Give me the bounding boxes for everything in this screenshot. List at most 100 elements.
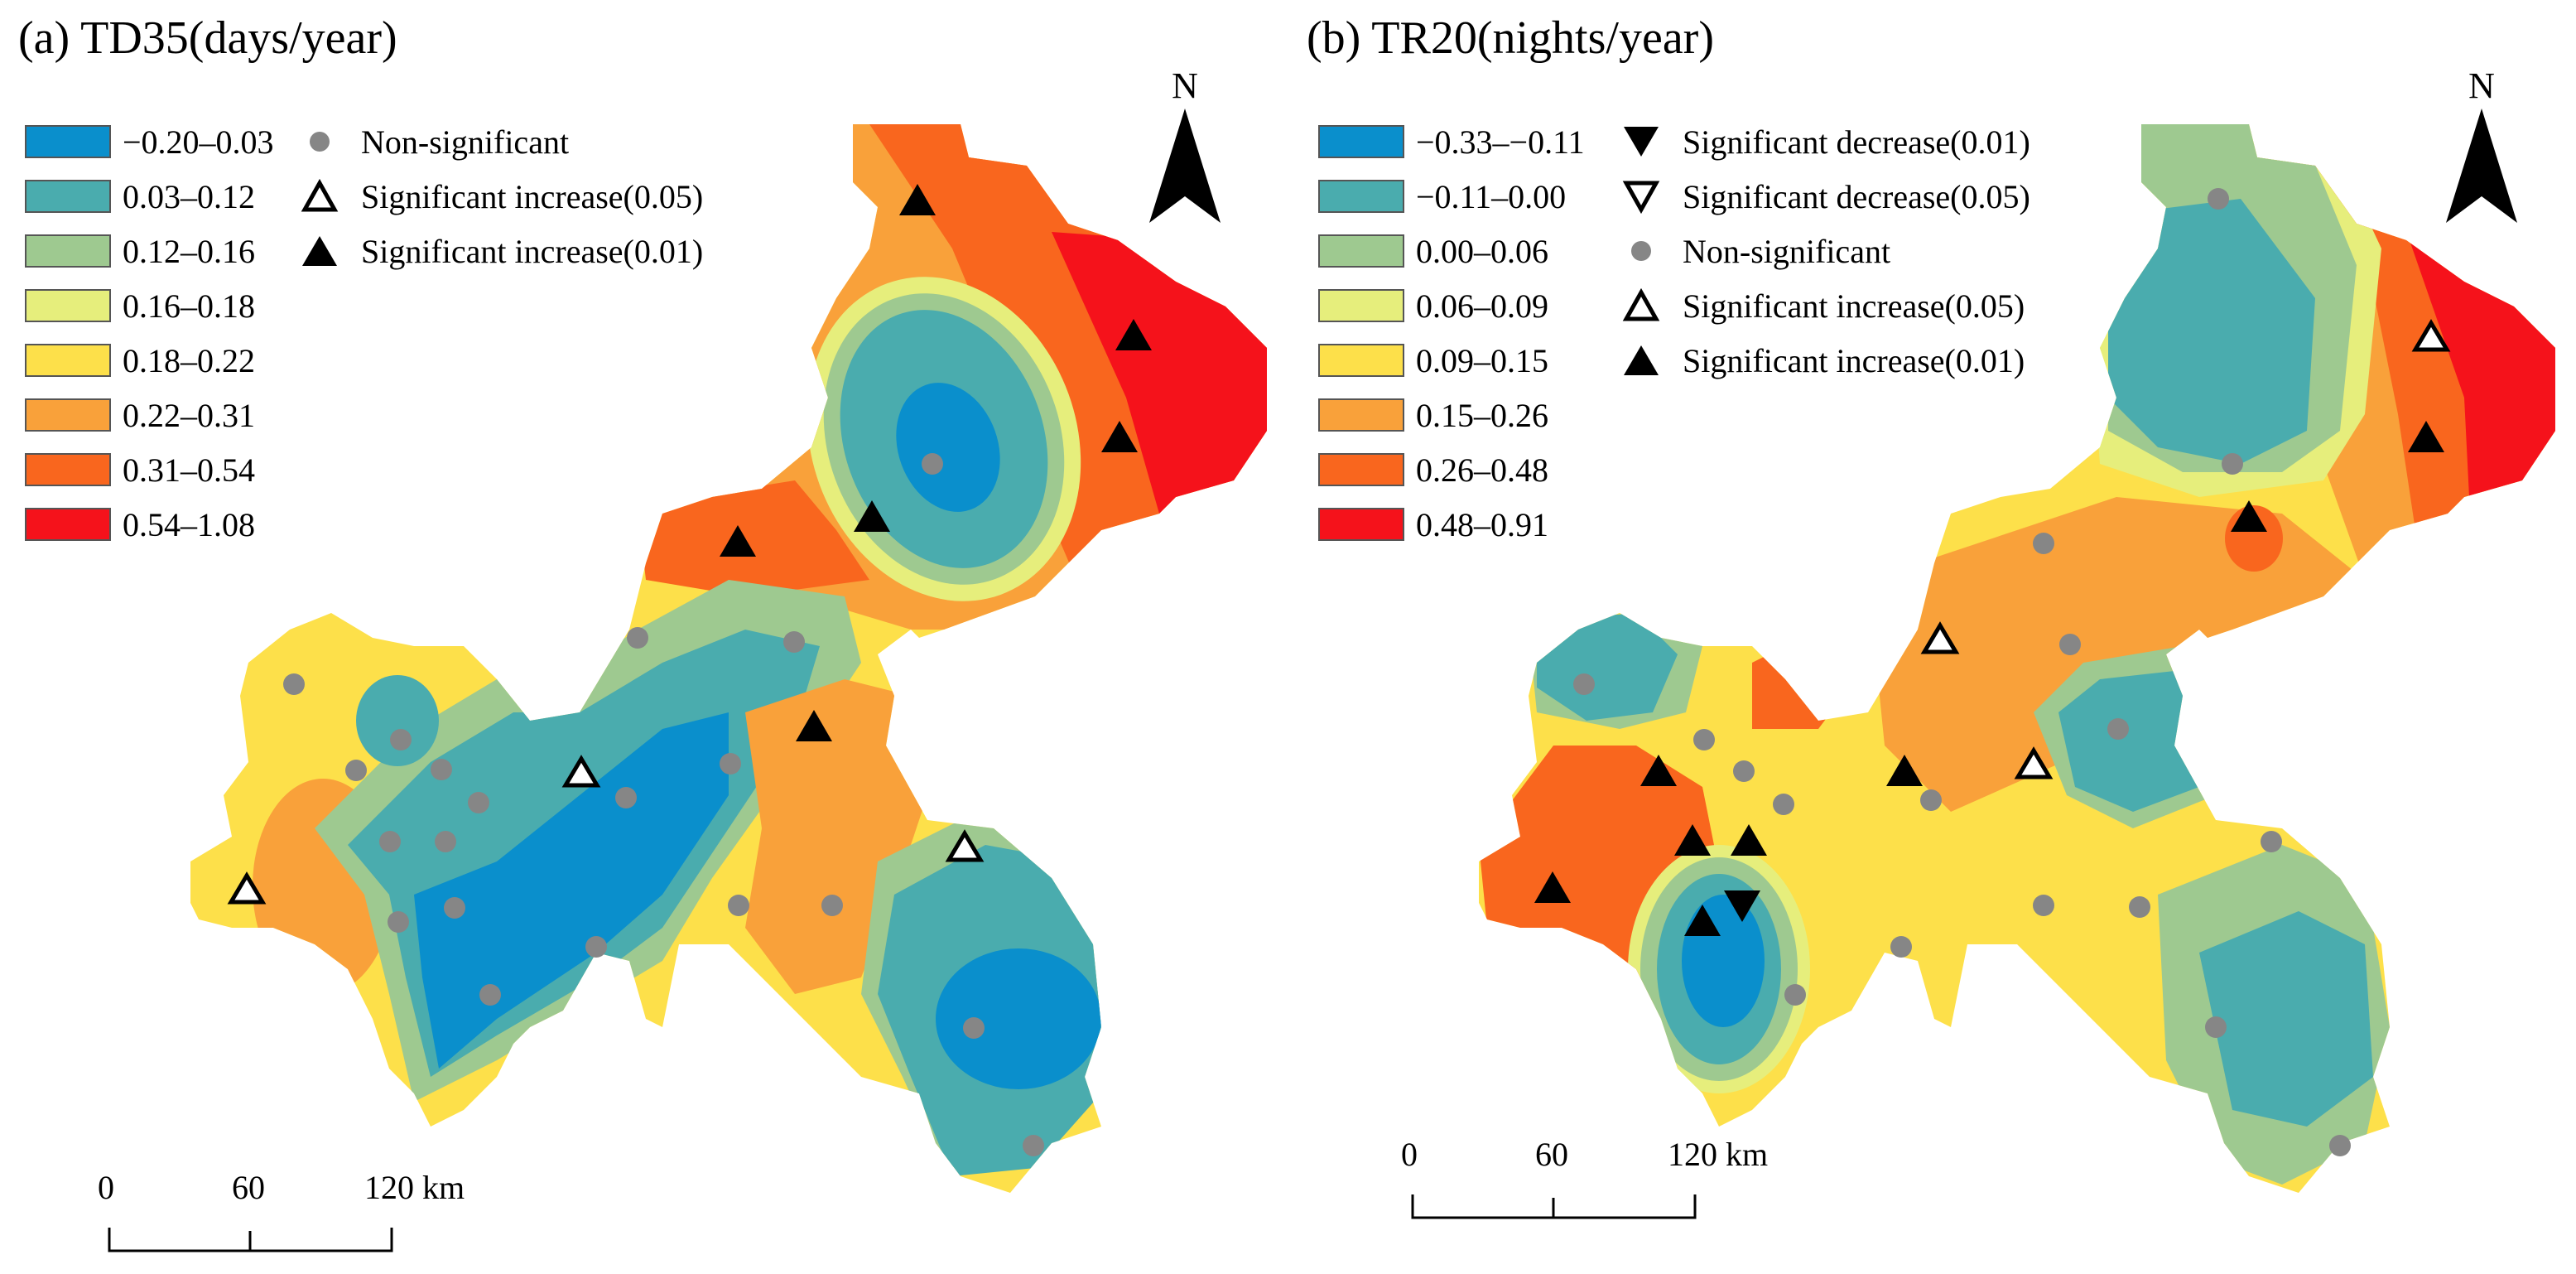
- legend-b-class-2: −0.11–0.00: [1318, 169, 1585, 224]
- scale-bar-a: 0 60 120 km: [91, 1168, 465, 1252]
- legend-a-non-significant-label: Non-significant: [361, 123, 570, 161]
- station-point: [1773, 794, 1794, 815]
- filled-triangle-up-icon: [302, 236, 337, 266]
- legend-swatch: [25, 453, 111, 486]
- legend-a-class-7: 0.31–0.54: [25, 442, 274, 497]
- sig-increase-01-marker: [720, 525, 756, 557]
- legend-a-class-4: 0.16–0.18: [25, 278, 274, 333]
- legend-b-sig-increase-05-label: Significant increase(0.05): [1683, 287, 2025, 325]
- north-label-b: N: [2468, 65, 2495, 106]
- legend-b-sig-increase-05: Significant increase(0.05): [1621, 278, 2030, 333]
- scale-b-tick-120: 120 km: [1668, 1136, 1769, 1173]
- legend-swatch: [25, 289, 111, 322]
- station-point: [1693, 729, 1715, 750]
- station-point: [963, 1017, 985, 1039]
- map-b-region: [1479, 124, 2555, 1193]
- sig-increase-01-marker: [1886, 755, 1923, 786]
- legend-b-class-7: 0.26–0.48: [1318, 442, 1585, 497]
- station-point: [1733, 760, 1755, 782]
- scale-b-tick-60: 60: [1535, 1136, 1568, 1173]
- legend-b-class-8: 0.48–0.91: [1318, 497, 1585, 552]
- station-point: [2107, 718, 2129, 740]
- legend-a-sig-increase-05-label: Significant increase(0.05): [361, 177, 704, 215]
- legend-swatch: [25, 344, 111, 377]
- legend-swatch: [1318, 125, 1404, 158]
- legend-a-class-1: −0.20–0.03: [25, 114, 274, 169]
- sig-increase-01-marker: [2231, 500, 2267, 532]
- legend-swatch: [1318, 398, 1404, 432]
- sig-increase-01-marker: [1534, 871, 1571, 903]
- legend-b-range-8: 0.48–0.91: [1416, 505, 1548, 543]
- grey-dot-icon: [1631, 241, 1651, 261]
- hollow-triangle-up-icon: [301, 178, 339, 212]
- legend-a-classes: −0.20–0.03 0.03–0.12 0.12–0.16 0.16–0.18…: [25, 114, 274, 552]
- sig-increase-01-marker: [1731, 824, 1767, 856]
- legend-a-sig-increase-01: Significant increase(0.01): [300, 224, 703, 278]
- panel-b-tr20: (b) TR20(nights/year) −0.33–−0.11 −0.11–…: [1288, 0, 2576, 1274]
- station-point: [1890, 936, 1912, 958]
- sig-increase-05-marker: [945, 829, 985, 862]
- grey-dot-icon: [310, 132, 330, 152]
- legend-b-sig-decrease-01-label: Significant decrease(0.01): [1683, 123, 2030, 161]
- station-point: [345, 760, 367, 781]
- legend-swatch: [25, 234, 111, 268]
- station-point: [431, 759, 452, 780]
- station-point: [390, 729, 412, 750]
- station-point: [2208, 188, 2229, 210]
- north-arrow-a: N: [1139, 65, 1230, 227]
- legend-swatch: [1318, 344, 1404, 377]
- legend-swatch: [1318, 453, 1404, 486]
- sig-increase-01-marker: [1674, 824, 1711, 856]
- station-point: [728, 895, 749, 916]
- station-point: [1920, 789, 1942, 811]
- sig-increase-01-marker: [899, 184, 936, 215]
- legend-b-class-5: 0.09–0.15: [1318, 333, 1585, 388]
- scale-a-tick-60: 60: [232, 1169, 265, 1206]
- legend-b-range-4: 0.06–0.09: [1416, 287, 1548, 325]
- legend-b-classes: −0.33–−0.11 −0.11–0.00 0.00–0.06 0.06–0.…: [1318, 114, 1585, 552]
- legend-a-range-8: 0.54–1.08: [123, 505, 255, 543]
- filled-triangle-down-icon: [1624, 127, 1659, 157]
- legend-swatch: [25, 180, 111, 213]
- sig-increase-05-marker: [2014, 746, 2054, 779]
- legend-swatch: [1318, 289, 1404, 322]
- sig-increase-01-marker: [1640, 755, 1677, 786]
- sig-increase-05-marker: [227, 871, 267, 905]
- legend-b-class-6: 0.15–0.26: [1318, 388, 1585, 442]
- station-point: [2033, 895, 2054, 916]
- scale-a-tick-0: 0: [98, 1169, 114, 1206]
- legend-swatch: [1318, 180, 1404, 213]
- station-point: [444, 897, 465, 919]
- legend-a-range-3: 0.12–0.16: [123, 232, 255, 270]
- legend-b-range-1: −0.33–−0.11: [1416, 123, 1585, 161]
- legend-b-non-significant-label: Non-significant: [1683, 232, 1891, 270]
- legend-a-range-2: 0.03–0.12: [123, 177, 255, 215]
- station-point: [2329, 1135, 2351, 1156]
- north-arrow-b: N: [2436, 65, 2527, 227]
- panel-b-title: (b) TR20(nights/year): [1307, 12, 1714, 64]
- scale-bar-b: 0 60 120 km: [1394, 1135, 1768, 1219]
- station-point: [435, 831, 456, 852]
- sig-increase-05-marker: [561, 755, 601, 788]
- legend-swatch: [25, 508, 111, 541]
- station-point: [2033, 533, 2054, 554]
- legend-a-markers: Non-significant Significant increase(0.0…: [300, 114, 703, 278]
- scale-b-tick-0: 0: [1401, 1136, 1418, 1173]
- legend-a-range-7: 0.31–0.54: [123, 451, 255, 489]
- sig-increase-01-marker: [1115, 319, 1152, 350]
- legend-b-class-3: 0.00–0.06: [1318, 224, 1585, 278]
- legend-a-non-significant: Non-significant: [300, 114, 703, 169]
- station-point: [2205, 1016, 2227, 1038]
- legend-swatch: [1318, 508, 1404, 541]
- station-point: [2222, 453, 2243, 475]
- legend-a-class-5: 0.18–0.22: [25, 333, 274, 388]
- sig-decrease-01-marker: [1724, 890, 1760, 922]
- scale-bar-line: [1411, 1194, 1697, 1219]
- station-point: [283, 673, 305, 695]
- legend-a-range-1: −0.20–0.03: [123, 123, 274, 161]
- legend-b-range-6: 0.15–0.26: [1416, 396, 1548, 434]
- legend-b-range-2: −0.11–0.00: [1416, 177, 1567, 215]
- sig-increase-05-marker: [2411, 319, 2451, 352]
- legend-b-non-significant: Non-significant: [1621, 224, 2030, 278]
- legend-b-sig-increase-01: Significant increase(0.01): [1621, 333, 2030, 388]
